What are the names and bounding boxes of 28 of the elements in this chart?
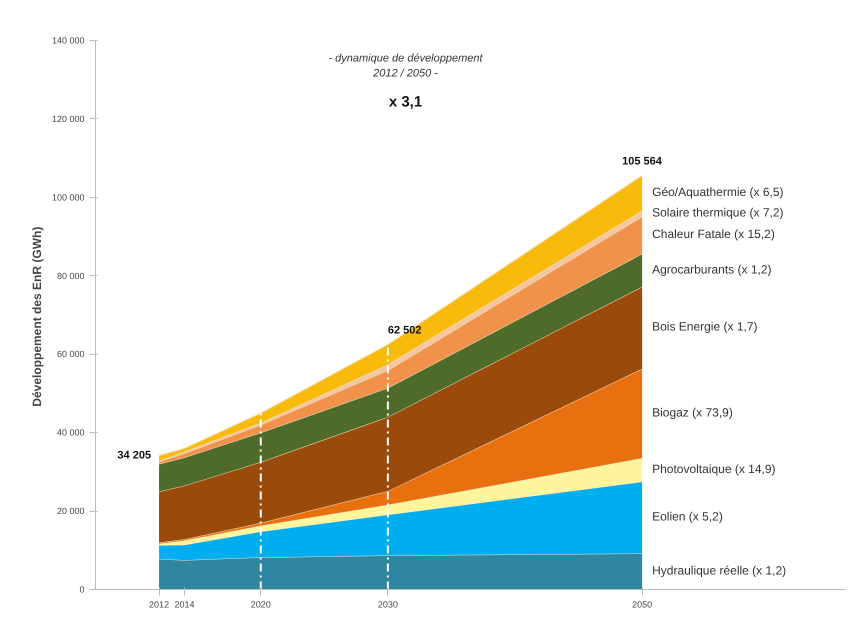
- series-label: Bois Energie (x 1,7): [652, 320, 758, 334]
- series-label: Géo/Aquathermie (x 6,5): [652, 185, 784, 200]
- x-tick-label: 2012: [149, 600, 170, 610]
- y-tick-label: 100 000: [52, 192, 85, 202]
- annotation: 105 564: [622, 156, 663, 168]
- x-tick-label: 2020: [250, 600, 271, 610]
- y-tick-label: 140 000: [52, 36, 85, 46]
- y-axis-title: Développement des EnR (GWh): [30, 226, 44, 407]
- y-tick-label: 80 000: [56, 270, 85, 281]
- x-tick-label: 2030: [378, 600, 398, 610]
- y-tick-label: 40 000: [56, 428, 85, 438]
- series-label: Agrocarburants (x 1,2): [652, 262, 772, 276]
- series-label: Hydraulique réelle (x 1,2): [652, 563, 786, 578]
- y-tick-label: 60 000: [56, 349, 85, 360]
- y-tick-label: 0: [79, 584, 85, 594]
- annotation: - dynamique de développement: [328, 52, 484, 64]
- x-tick-label: 2050: [632, 600, 652, 610]
- series-label: Eolien (x 5,2): [652, 510, 723, 524]
- series-label: Solaire thermique (x 7,2): [652, 206, 784, 220]
- series-label: Photovoltaique (x 14,9): [652, 462, 776, 476]
- y-tick-label: 120 000: [52, 114, 85, 124]
- x-tick-label: 2014: [174, 600, 195, 610]
- annotation: x 3,1: [388, 94, 422, 110]
- series-label: Chaleur Fatale (x 15,2): [652, 227, 775, 242]
- annotation: 2012 / 2050 -: [372, 68, 438, 80]
- annotation: 34 205: [117, 449, 152, 462]
- y-tick-label: 20 000: [56, 506, 85, 516]
- series-label: Biogaz (x 73,9): [652, 405, 733, 420]
